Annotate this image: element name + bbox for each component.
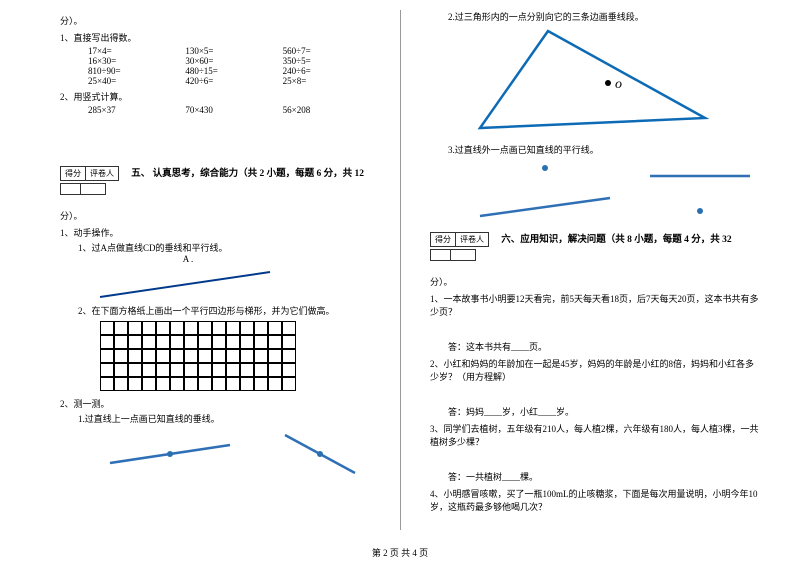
reviewer-label: 评卷人	[456, 233, 488, 246]
problem-2: 2、小红和妈妈的年龄加在一起是45岁，妈妈的年龄是小红的8倍，妈妈和小红各多少岁…	[430, 357, 760, 383]
point-a: A .	[88, 254, 288, 264]
eq-row-3: 25×40= 420÷6= 25×8=	[88, 76, 380, 86]
answer-2: 答：妈妈____岁，小红____岁。	[448, 405, 760, 418]
score-block-6: 得分 评卷人 六、应用知识，解决问题（共 8 小题，每题 4 分，共 32	[430, 231, 760, 263]
r-q3: 3.过直线外一点画已知直线的平行线。	[448, 143, 760, 156]
line-cd-figure	[90, 264, 380, 304]
eq: 30×60=	[185, 56, 282, 66]
s5-q2-1: 1.过直线上一点画已知直线的垂线。	[78, 412, 380, 425]
eq: 130×5=	[185, 46, 282, 56]
reviewer-cell	[451, 250, 475, 260]
q2-header: 2、用竖式计算。	[60, 90, 380, 103]
eq: 480÷15=	[185, 66, 282, 76]
left-column: 分）。 1、直接写出得数。 17×4= 130×5= 560÷7= 16×30=…	[0, 0, 400, 540]
fen-tail-2: 分）。	[60, 209, 380, 222]
section-6-title: 六、应用知识，解决问题（共 8 小题，每题 4 分，共 32	[501, 235, 731, 245]
problem-1: 1、一本故事书小明要12天看完，前5天每天看18页，后7天每天20页，这本书共有…	[430, 292, 760, 318]
score-cell	[431, 250, 451, 260]
score-cell	[61, 184, 81, 194]
eq-row-0: 17×4= 130×5= 560÷7=	[88, 46, 380, 56]
eq: 285×37	[88, 105, 185, 115]
eq: 810÷90=	[88, 66, 185, 76]
fen-tail: 分）。	[60, 14, 380, 27]
svg-text:o: o	[615, 77, 622, 92]
column-divider	[400, 10, 401, 530]
eq: 420÷6=	[185, 76, 282, 86]
score-label: 得分	[431, 233, 456, 246]
score-box: 得分 评卷人	[430, 232, 489, 247]
triangle-figure: o	[460, 23, 760, 143]
eq: 17×4=	[88, 46, 185, 56]
reviewer-cell	[81, 184, 105, 194]
score-block-5: 得分 评卷人 五、 认真思考，综合能力（共 2 小题，每题 6 分，共 12	[60, 165, 380, 197]
answer-3: 答：一共植树____棵。	[448, 470, 760, 483]
eq: 240÷6=	[283, 66, 380, 76]
s5-q1: 1、动手操作。	[60, 226, 380, 239]
score-label: 得分	[61, 167, 86, 180]
perpendicular-lines-figure	[90, 425, 380, 480]
q1-header: 1、直接写出得数。	[60, 31, 380, 44]
s5-q1-2: 2、在下面方格纸上画出一个平行四边形与梯形，并为它们做高。	[78, 304, 380, 317]
eq-row-1: 16×30= 30×60= 350÷5=	[88, 56, 380, 66]
eq: 25×40=	[88, 76, 185, 86]
score-box-empty	[430, 249, 476, 261]
problem-4: 4、小明感冒咳嗽，买了一瓶100mL的止咳糖浆，下面是每次用量说明，小明今年10…	[430, 487, 760, 513]
eq: 16×30=	[88, 56, 185, 66]
grid-paper	[100, 321, 380, 391]
q2-row: 285×37 70×430 56×208	[88, 105, 380, 115]
reviewer-label: 评卷人	[86, 167, 118, 180]
r-q2: 2.过三角形内的一点分别向它的三条边画垂线段。	[448, 10, 760, 23]
parallel-lines-figure	[460, 156, 760, 231]
problem-3: 3、同学们去植树，五年级有210人，每人植2棵，六年级有180人，每人植3棵，一…	[430, 422, 760, 448]
right-column: 2.过三角形内的一点分别向它的三条边画垂线段。 o 3.过直线外一点画已知直线的…	[400, 0, 800, 540]
eq: 25×8=	[283, 76, 380, 86]
section-5-title: 五、 认真思考，综合能力（共 2 小题，每题 6 分，共 12	[131, 169, 364, 179]
eq: 560÷7=	[283, 46, 380, 56]
eq: 70×430	[185, 105, 282, 115]
eq: 56×208	[283, 105, 380, 115]
s5-q2: 2、测一测。	[60, 397, 380, 410]
page-footer: 第 2 页 共 4 页	[0, 546, 800, 559]
eq: 350÷5=	[283, 56, 380, 66]
eq-row-2: 810÷90= 480÷15= 240÷6=	[88, 66, 380, 76]
fen-tail-r: 分）。	[430, 275, 760, 288]
s5-q1-1: 1、过A点做直线CD的垂线和平行线。	[78, 241, 380, 254]
score-box: 得分 评卷人	[60, 166, 119, 181]
score-box-empty	[60, 183, 106, 195]
answer-1: 答：这本书共有____页。	[448, 340, 760, 353]
